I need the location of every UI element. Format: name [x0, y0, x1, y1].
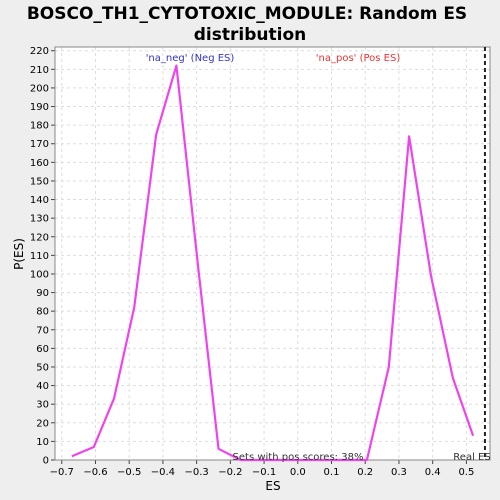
x-tick-label: 0.4: [425, 467, 441, 478]
neg-es-label: 'na_neg' (Neg ES): [146, 53, 235, 64]
y-tick-label: 170: [30, 139, 49, 150]
x-tick-label: −0.3: [184, 467, 208, 478]
x-tick-label: −0.1: [252, 467, 276, 478]
y-tick-label: 210: [30, 65, 49, 76]
y-tick-label: 130: [30, 214, 49, 225]
x-tick-label: 0.3: [391, 467, 407, 478]
y-tick-label: 90: [36, 288, 49, 299]
y-tick-label: 100: [30, 269, 49, 280]
x-tick-label: −0.6: [83, 467, 107, 478]
x-tick-label: −0.2: [218, 467, 242, 478]
y-tick-label: 150: [30, 176, 49, 187]
plot-area: [55, 47, 490, 460]
x-tick-label: −0.5: [117, 467, 141, 478]
x-tick-label: −0.4: [151, 467, 175, 478]
y-tick-label: 30: [36, 400, 49, 411]
y-tick-label: 0: [43, 456, 49, 467]
y-tick-label: 80: [36, 307, 49, 318]
y-tick-label: 20: [36, 418, 49, 429]
x-tick-label: 0.2: [357, 467, 373, 478]
y-tick-label: 120: [30, 232, 49, 243]
x-tick-label: 0.5: [458, 467, 474, 478]
y-tick-label: 70: [36, 325, 49, 336]
y-tick-label: 60: [36, 344, 49, 355]
x-tick-label: −0.7: [50, 467, 74, 478]
y-tick-label: 50: [36, 362, 49, 373]
y-tick-label: 140: [30, 195, 49, 206]
chart-title: BOSCO_TH1_CYTOTOXIC_MODULE: Random ES: [27, 4, 467, 24]
y-tick-label: 110: [30, 251, 49, 262]
y-tick-label: 200: [30, 83, 49, 94]
x-tick-label: 0.0: [290, 467, 306, 478]
y-tick-label: 180: [30, 121, 49, 132]
y-tick-label: 160: [30, 158, 49, 169]
y-tick-label: 40: [36, 381, 49, 392]
pos-scores-text: Sets with pos scores: 38%: [233, 452, 364, 463]
chart-title-line2: distribution: [194, 25, 306, 45]
real-es-label: Real ES: [453, 452, 490, 463]
x-axis-label: ES: [265, 479, 280, 493]
y-tick-label: 220: [30, 46, 49, 57]
pos-es-label: 'na_pos' (Pos ES): [316, 53, 401, 64]
x-tick-label: 0.1: [324, 467, 340, 478]
y-axis-label: P(ES): [12, 238, 26, 270]
y-tick-label: 190: [30, 102, 49, 113]
y-tick-label: 10: [36, 437, 49, 448]
